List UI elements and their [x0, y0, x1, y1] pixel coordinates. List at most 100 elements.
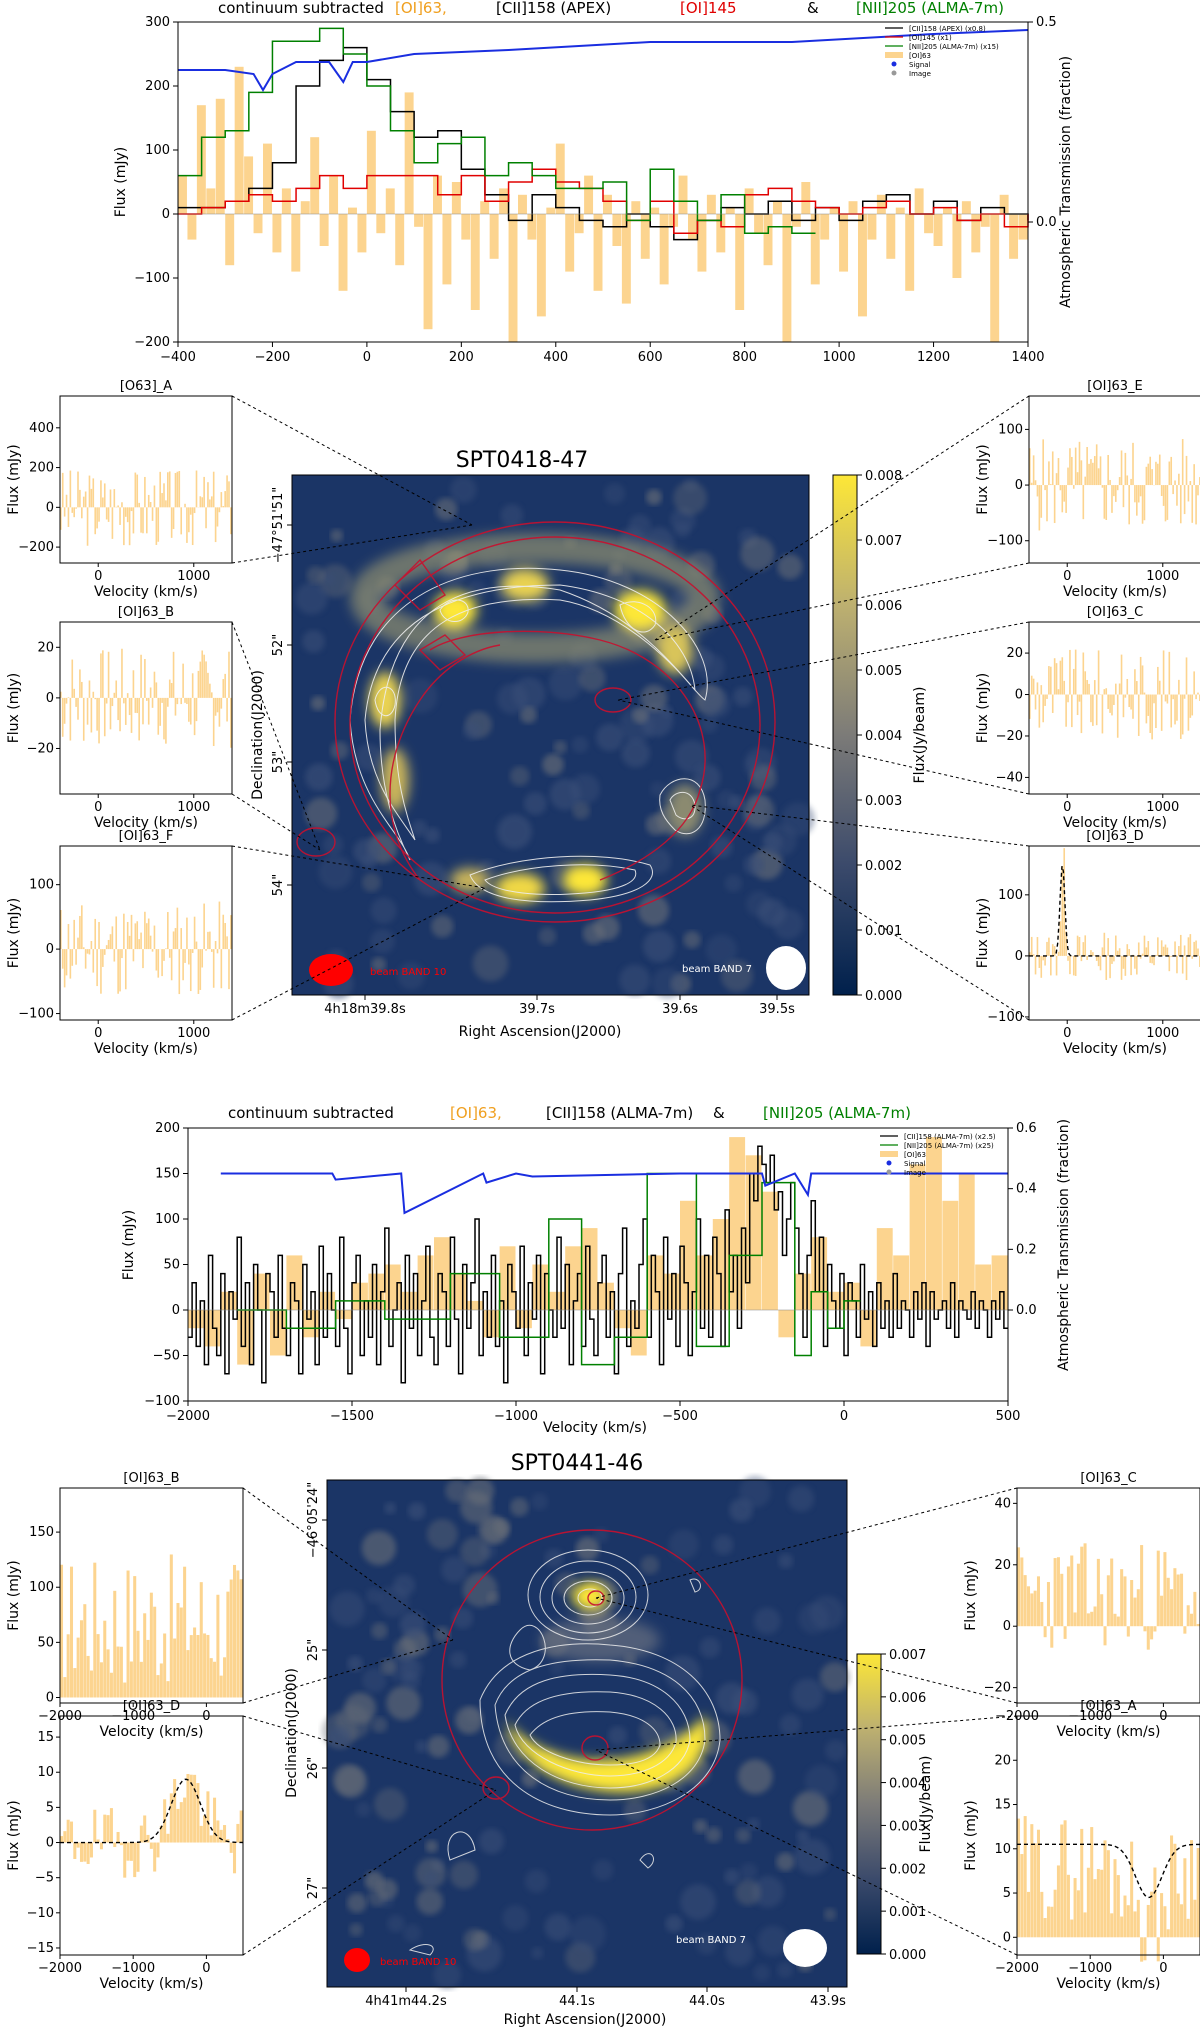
inset-bar: [1038, 694, 1041, 728]
legend-swatch: [885, 52, 903, 58]
oi63-bar: [508, 214, 518, 342]
inset-ytick-label: 0: [1015, 949, 1023, 964]
noise-blob: [747, 756, 761, 771]
inset-bar: [1139, 485, 1142, 497]
oi63-bar: [697, 214, 707, 272]
inset-bar: [102, 650, 104, 698]
inset-bar: [117, 505, 119, 508]
inset-bar: [88, 949, 91, 955]
inset-bar: [1042, 955, 1044, 961]
inset-bar: [1109, 479, 1111, 486]
xtick-label: 800: [732, 350, 757, 365]
inset-bar: [1107, 694, 1109, 709]
inset-bar: [1060, 1573, 1064, 1627]
inset-bar: [1067, 955, 1069, 961]
inset-bar: [186, 1774, 190, 1843]
fig2-legend: [CII]158 (ALMA-7m) (x2.5)[NII]205 (ALMA-…: [880, 1133, 996, 1177]
inset-ytick-label: 20: [994, 1558, 1011, 1573]
noise-blob: [380, 1658, 397, 1675]
noise-blob: [724, 874, 743, 893]
inset-bar: [1172, 694, 1174, 700]
inset-bar: [83, 1604, 87, 1698]
inset-bar: [107, 651, 110, 698]
noise-blob: [371, 1622, 388, 1640]
inset-bar: [1059, 660, 1062, 695]
series--nii-205--alma-7m---x15-: [178, 27, 816, 234]
inset-bar: [151, 507, 154, 521]
inset-bar: [1044, 955, 1046, 966]
inset-bar: [67, 924, 70, 950]
inset-bar: [1055, 473, 1058, 486]
oi63-bar: [971, 214, 981, 253]
oi63-bar: [319, 214, 329, 246]
inset-bar: [209, 1835, 213, 1843]
oi63-bar: [782, 214, 792, 342]
inset-bar: [1176, 485, 1178, 506]
inset-ytick-label: 10: [994, 1842, 1011, 1857]
inset-bar: [1197, 948, 1199, 956]
inset-bar: [133, 1576, 137, 1698]
map1-title: SPT0418-47: [456, 448, 589, 473]
noise-blob: [776, 1852, 795, 1872]
inset-bar: [1109, 955, 1111, 979]
inset-bar: [73, 507, 75, 518]
oi63-bar: [678, 175, 688, 214]
inset-bar: [1116, 1875, 1120, 1938]
noise-blob: [407, 1502, 426, 1520]
xtick-label: 1200: [917, 350, 950, 365]
inset-bar: [1060, 1824, 1064, 1938]
noise-blob: [538, 927, 557, 946]
inset-bar: [1086, 1613, 1090, 1627]
inset-bar: [1136, 485, 1138, 516]
inset-bar: [115, 680, 118, 698]
inset-bar: [182, 949, 184, 981]
inset-bar: [182, 663, 184, 698]
inset-bar: [1113, 955, 1115, 962]
oi63-bar: [244, 156, 254, 214]
noise-blob: [433, 1961, 462, 1989]
inset-bar: [1133, 1597, 1137, 1627]
noise-blob: [434, 1626, 451, 1643]
inset-bar: [1132, 694, 1134, 719]
noise-blob: [450, 476, 477, 503]
inset-bar: [60, 691, 62, 698]
atmospheric-transmission-line: [220, 1172, 1008, 1215]
oi63-bar: [451, 182, 461, 214]
inset-bar: [1137, 942, 1140, 956]
inset-bar: [176, 907, 179, 950]
inset-bar: [1083, 1912, 1087, 1938]
inset-bar: [167, 472, 169, 508]
inset-bar: [163, 483, 165, 508]
noise-blob: [510, 1497, 529, 1517]
inset-xlabel: Velocity (km/s): [1063, 1041, 1167, 1057]
inset-bar: [222, 506, 225, 508]
noise-blob: [772, 908, 804, 940]
inset-bar: [216, 1820, 220, 1843]
y2tick-label: 0.0: [1016, 1303, 1037, 1318]
inset-bar: [219, 1675, 223, 1698]
inset-bar: [1170, 1589, 1174, 1627]
inset-bar: [1110, 1913, 1114, 1938]
inset-bar: [1164, 485, 1167, 522]
inset-bar: [111, 926, 114, 950]
inset-bar: [102, 497, 104, 508]
inset-bar: [140, 654, 142, 698]
inset-bar: [1034, 480, 1037, 486]
inset-bar: [103, 697, 106, 737]
ytick-label: −50: [153, 1349, 180, 1364]
noise-blob: [365, 1587, 382, 1604]
inset-bar: [222, 914, 225, 950]
fig2-header-cii: [CII]158 (ALMA-7m): [546, 1104, 693, 1122]
inset-bar: [207, 672, 209, 698]
inset-bar: [172, 507, 175, 529]
noise-blob: [462, 1572, 498, 1608]
inset-frame: [1028, 845, 1200, 1021]
noise-blob: [593, 1527, 609, 1543]
oi63-bar: [867, 214, 877, 240]
inset-bar: [1113, 694, 1115, 706]
inset-bar: [103, 1814, 107, 1843]
map-xtick-label: 39.7s: [519, 1002, 555, 1017]
inset-bar: [116, 1831, 120, 1843]
noise-blob: [477, 1515, 507, 1544]
noise-blob: [386, 1685, 421, 1721]
